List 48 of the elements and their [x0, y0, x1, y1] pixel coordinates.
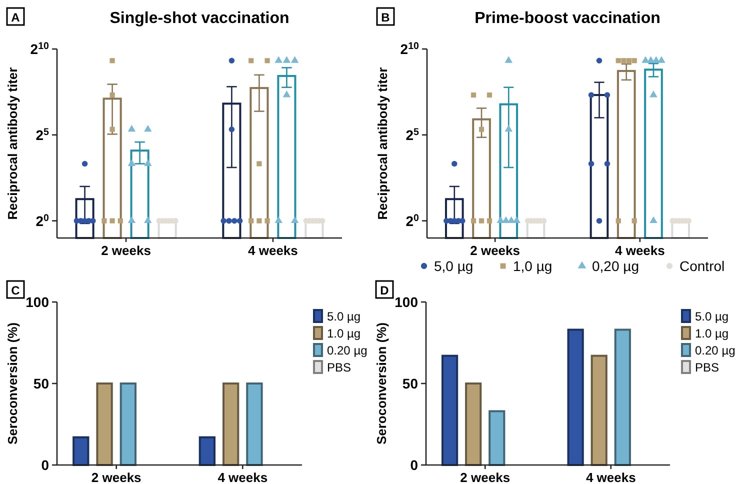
y-tick-label: 0	[41, 457, 50, 473]
legend-label: 5.0 µg	[327, 310, 361, 324]
legend-label: PBS	[327, 360, 352, 374]
legend-label: 0.20 µg	[695, 344, 736, 358]
bar	[567, 328, 584, 466]
legend-label: 1,0 µg	[513, 258, 552, 274]
x-tick-label: 4 weeks	[248, 243, 298, 258]
legend-label: 5.0 µg	[695, 310, 729, 324]
text: D	[380, 284, 390, 298]
x-tick-label: 2 weeks	[470, 243, 520, 258]
x-tick-label: 4 weeks	[614, 243, 665, 258]
x-tick-label: 4 weeks	[218, 470, 268, 484]
bar	[441, 354, 458, 466]
text: B	[381, 10, 390, 24]
y-tick-label: 2$^{5}$	[406, 126, 420, 143]
x-tick-label: 2 weeks	[91, 470, 142, 484]
chart-title: Prime-boost vaccination	[474, 10, 660, 27]
bar	[590, 354, 608, 466]
legend-label: Control	[680, 258, 725, 274]
legend-label: 0.20 µg	[327, 344, 368, 358]
y-axis-title: Reciprocal antibody titer	[5, 67, 20, 220]
legend-label: PBS	[695, 360, 720, 374]
text: A	[11, 10, 20, 24]
legend-label: 0,20 µg	[592, 258, 639, 274]
bar	[488, 410, 506, 466]
y-axis-title: Reciprocal antibody titer	[375, 67, 390, 220]
y-tick-label: 2$^{5}$	[36, 126, 50, 143]
y-tick-label: 100	[394, 294, 418, 310]
y-tick-label: 2$^{10}$	[30, 40, 50, 57]
y-tick-label: 2$^{0}$	[36, 212, 50, 229]
y-tick-label: 50	[402, 376, 418, 392]
legend-label: 1.0 µg	[327, 326, 361, 340]
bar	[614, 328, 631, 466]
legend-label: 1.0 µg	[695, 326, 729, 340]
chart-title: Single-shot vaccination	[110, 10, 290, 27]
legend-label: 5,0 µg	[434, 258, 474, 274]
y-tick-label: 50	[33, 376, 50, 392]
y-tick-label: 0	[410, 457, 418, 473]
x-tick-label: 4 weeks	[586, 470, 636, 484]
y-tick-label: 2$^{0}$	[406, 212, 420, 229]
y-axis-title: Seroconversion (%)	[5, 322, 20, 445]
x-tick-label: 2 weeks	[101, 243, 151, 258]
y-tick-label: 2$^{10}$	[400, 40, 420, 57]
y-tick-label: 100	[26, 294, 50, 310]
text: C	[11, 284, 20, 298]
bar	[465, 382, 482, 466]
x-tick-label: 2 weeks	[460, 470, 510, 484]
y-axis-title: Seroconversion (%)	[374, 322, 389, 445]
